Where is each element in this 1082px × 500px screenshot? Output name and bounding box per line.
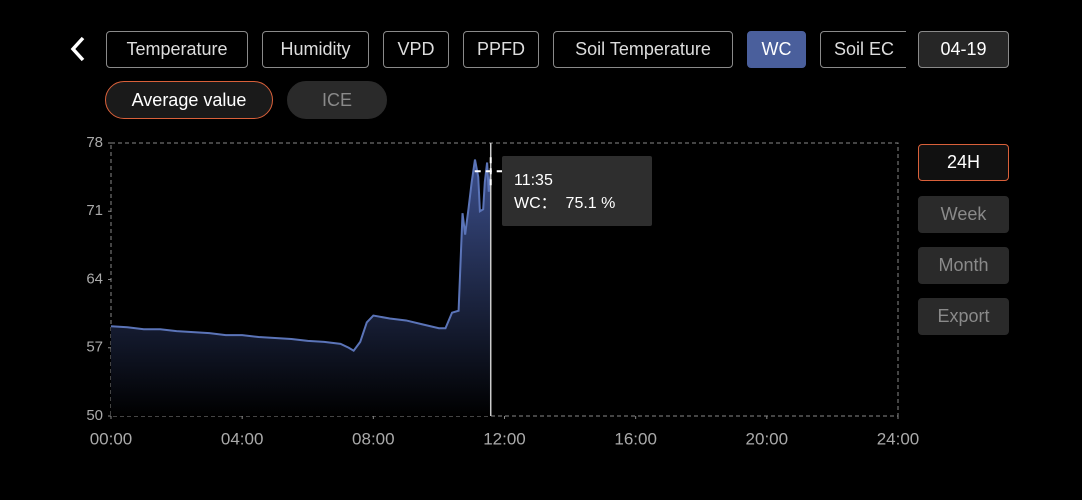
range-button[interactable]: Month [918, 247, 1009, 284]
mode-button[interactable]: ICE [287, 81, 387, 119]
area [111, 159, 491, 416]
tab[interactable]: Temperature [106, 31, 248, 68]
y-tick-label: 71 [86, 202, 103, 219]
x-tick-label: 24:00 [877, 429, 920, 448]
export-button[interactable]: Export [918, 298, 1009, 335]
tooltip-time: 11:35 [514, 172, 553, 189]
x-tick-label: 20:00 [746, 429, 789, 448]
y-tick-label: 64 [86, 270, 103, 287]
x-tick-label: 00:00 [90, 429, 133, 448]
tab[interactable]: VPD [383, 31, 449, 68]
tab[interactable]: Soil Temperature [553, 31, 733, 68]
tab[interactable]: Humidity [262, 31, 369, 68]
y-tick-label: 50 [86, 407, 103, 424]
x-tick-label: 04:00 [221, 429, 264, 448]
x-tick-label: 12:00 [483, 429, 526, 448]
line [110, 159, 492, 352]
tooltip [502, 156, 652, 226]
date-picker[interactable]: 04-19 [918, 31, 1009, 68]
back-arrow[interactable] [70, 36, 85, 62]
mode-button[interactable]: Average value [105, 81, 273, 119]
range-button[interactable]: 24H [918, 144, 1009, 181]
y-tick-label: 57 [86, 339, 103, 356]
tab[interactable]: PPFD [463, 31, 539, 68]
x-tick-label: 16:00 [614, 429, 657, 448]
tooltip-value: WC： 75.1 % [514, 195, 615, 212]
y-tick-label: 78 [86, 134, 103, 151]
tab[interactable]: WC [747, 31, 806, 68]
tab[interactable]: Soil EC [820, 31, 906, 68]
tab-bar: Temperature Humidity VPD PPFD Soil Temperatu… [100, 0, 906, 80]
range-button[interactable]: Week [918, 195, 1009, 233]
x-tick-label: 08:00 [352, 429, 395, 448]
